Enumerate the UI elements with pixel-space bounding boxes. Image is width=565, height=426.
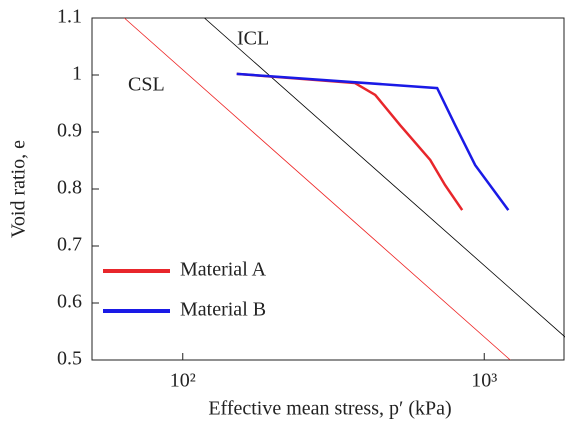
y-tick-label: 0.7 bbox=[57, 234, 82, 256]
y-tick-label: 0.8 bbox=[57, 177, 82, 199]
y-tick-label: 0.6 bbox=[57, 291, 82, 313]
x-tick-label: 10² bbox=[170, 370, 196, 392]
legend-label: Material A bbox=[180, 259, 267, 281]
y-tick-label: 1.1 bbox=[57, 6, 82, 28]
reference-line bbox=[124, 18, 511, 360]
y-tick-label: 0.5 bbox=[57, 348, 82, 370]
annotation: CSL bbox=[128, 74, 165, 96]
series-line bbox=[236, 72, 510, 211]
x-axis-label: Effective mean stress, p′ (kPa) bbox=[208, 398, 451, 420]
y-axis-label: Void ratio, e bbox=[8, 140, 30, 238]
y-tick-label: 0.9 bbox=[57, 120, 82, 142]
legend-label: Material B bbox=[180, 299, 266, 321]
annotation: ICL bbox=[237, 28, 269, 50]
y-tick-label: 1 bbox=[72, 63, 82, 85]
reference-line bbox=[204, 18, 565, 338]
x-tick-label: 10³ bbox=[471, 370, 497, 392]
series-line bbox=[236, 72, 464, 211]
